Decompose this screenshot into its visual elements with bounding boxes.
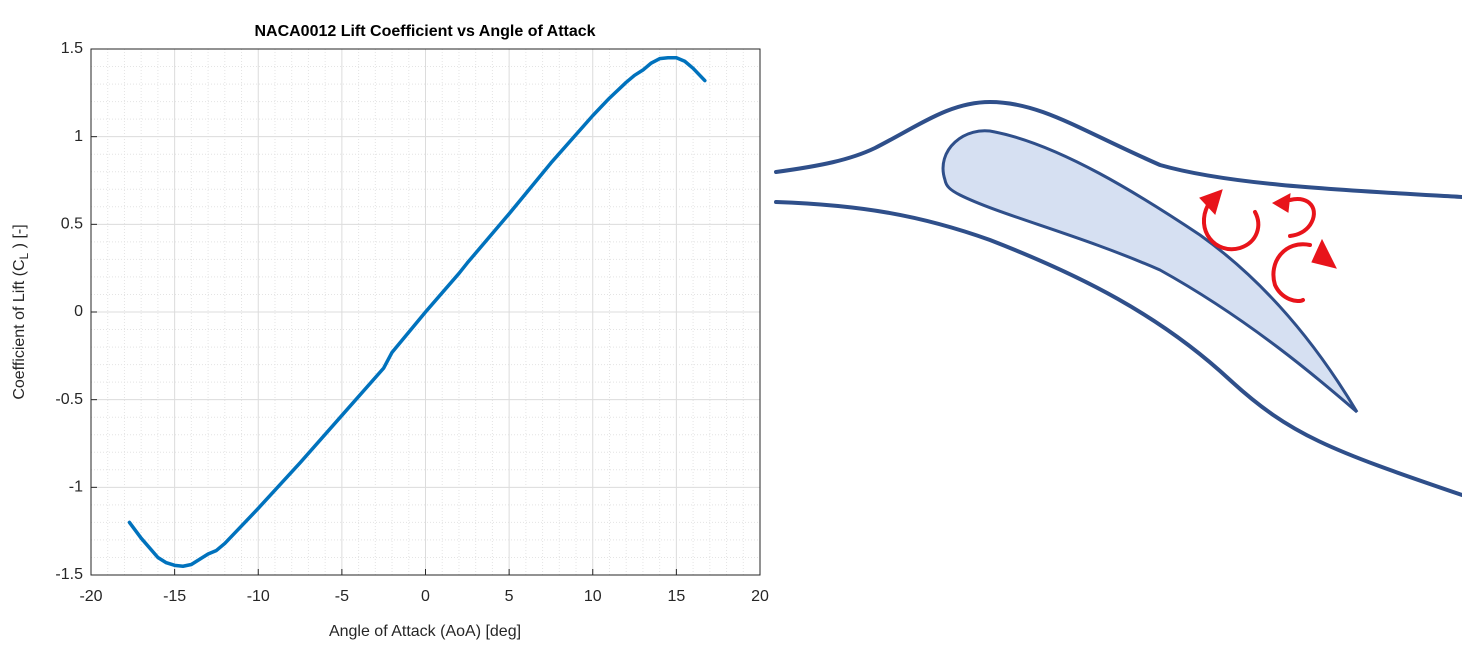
x-tick-label: 10: [584, 588, 602, 605]
x-tick-label: 20: [751, 588, 769, 605]
y-tick-label: 0: [74, 303, 83, 320]
x-axis-label: Angle of Attack (AoA) [deg]: [329, 623, 521, 640]
airflow-diagram: [774, 99, 1462, 497]
data-line: [127, 56, 707, 568]
x-tick-label: 15: [667, 588, 685, 605]
y-tick-label: -1: [69, 479, 83, 496]
y-label-subscript: L: [17, 252, 31, 259]
x-tick-label: -10: [247, 588, 270, 605]
y-tick-label: -0.5: [55, 391, 83, 408]
upper-streamline: [774, 99, 1462, 199]
chart: NACA0012 Lift Coefficient vs Angle of At…: [11, 23, 769, 640]
y-tick-label: 0.5: [61, 216, 83, 233]
y-label-part: ) [-]: [11, 224, 28, 252]
x-tick-label: -5: [335, 588, 349, 605]
x-tick-label: 0: [421, 588, 430, 605]
chart-title: NACA0012 Lift Coefficient vs Angle of At…: [254, 23, 595, 40]
x-tick-label: 5: [505, 588, 514, 605]
vortex-arrows: [1199, 189, 1337, 304]
x-tick-label: -20: [79, 588, 102, 605]
y-tick-label: 1: [74, 128, 83, 145]
y-label-part: Coefficient of Lift (C: [11, 259, 28, 399]
plot-frame: [90, 48, 761, 576]
y-axis-label: Coefficient of Lift (CL ) [-]: [11, 224, 31, 399]
x-tick-label: -15: [163, 588, 186, 605]
airfoil: [941, 129, 1359, 414]
y-tick-label: -1.5: [55, 566, 83, 583]
y-tick-label: 1.5: [61, 40, 83, 57]
lower-streamline: [774, 200, 1462, 497]
